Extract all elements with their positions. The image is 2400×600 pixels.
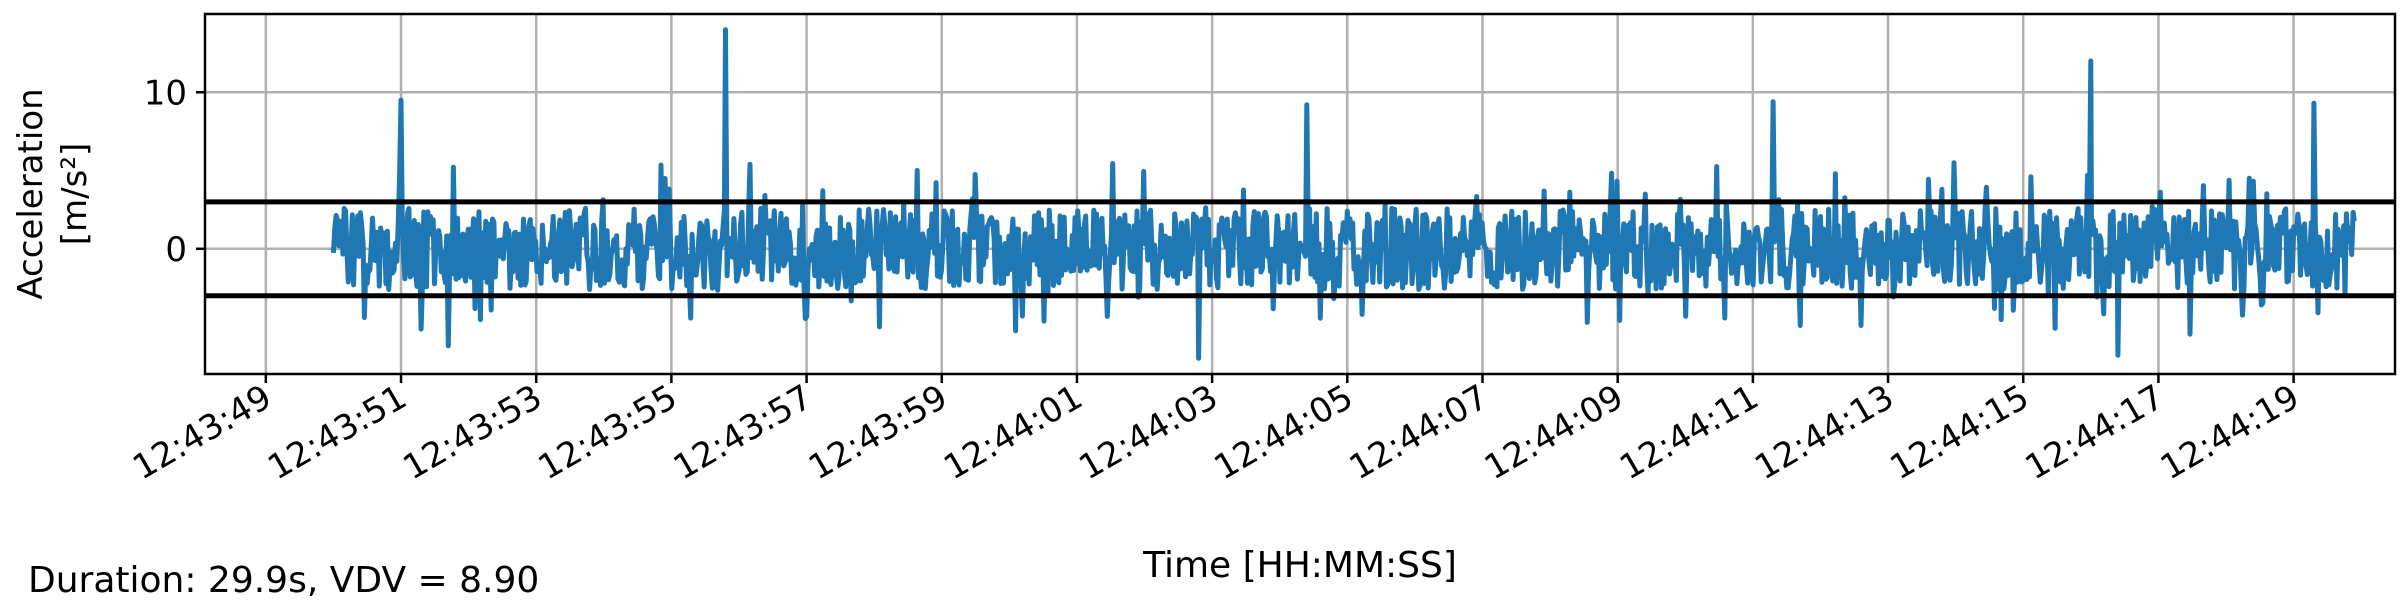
y-axis-ticks: 0 10 <box>144 73 205 270</box>
x-tick-label: 12:43:55 <box>532 377 684 488</box>
x-axis-ticks: 12:43:4912:43:5112:43:5312:43:5512:43:57… <box>126 374 2306 488</box>
x-axis-label: Time [HH:MM:SS] <box>1142 545 1457 586</box>
x-tick-label: 12:43:59 <box>802 377 954 488</box>
signal-series <box>330 27 2357 361</box>
x-tick-label: 12:44:15 <box>1883 377 2035 488</box>
x-tick-label: 12:43:49 <box>126 377 278 488</box>
y-tick-label: 10 <box>144 73 187 113</box>
y-tick-label: 0 <box>165 230 187 270</box>
x-tick-label: 12:43:51 <box>261 377 413 488</box>
x-tick-label: 12:44:19 <box>2154 377 2306 488</box>
y-axis-label-line1: Acceleration <box>11 88 51 299</box>
y-axis-label-line2: [m/s²] <box>55 143 95 245</box>
footer-summary: Duration: 29.9s, VDV = 8.90 <box>28 560 539 600</box>
x-tick-label: 12:44:07 <box>1343 377 1495 488</box>
x-tick-label: 12:44:17 <box>2019 377 2171 488</box>
x-tick-label: 12:44:05 <box>1208 377 1360 488</box>
x-tick-label: 12:44:03 <box>1072 377 1224 488</box>
plot-frame <box>203 12 2397 376</box>
x-tick-label: 12:43:57 <box>667 377 819 488</box>
x-tick-label: 12:44:13 <box>1748 377 1900 488</box>
x-tick-label: 12:43:53 <box>396 377 548 488</box>
x-tick-label: 12:44:01 <box>937 377 1089 488</box>
grid-lines <box>205 14 2395 374</box>
x-tick-label: 12:44:11 <box>1613 377 1765 488</box>
threshold-lines <box>205 199 2395 299</box>
x-tick-label: 12:44:09 <box>1478 377 1630 488</box>
acceleration-signal-line <box>330 27 2357 361</box>
